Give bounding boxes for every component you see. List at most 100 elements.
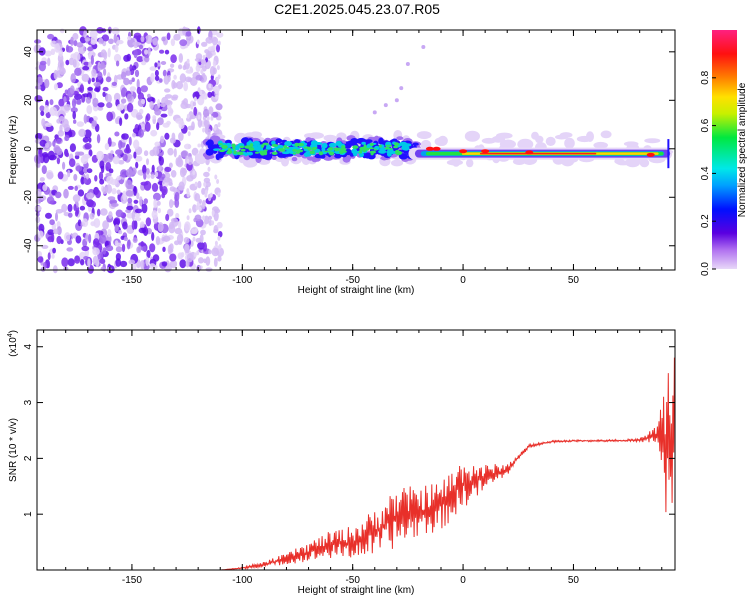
band-core [254, 147, 264, 152]
noise-speckle [110, 202, 119, 207]
noise-speckle [89, 29, 98, 39]
noise-speckle [143, 172, 147, 180]
noise-speckle [211, 210, 215, 216]
noise-speckle [80, 176, 85, 185]
noise-speckle [125, 179, 133, 190]
noise-speckle [145, 34, 153, 45]
noise-speckle [42, 184, 48, 192]
noise-speckle [102, 91, 106, 98]
snr-panel: -150 -100 -50 0 50 4 3 2 1 Height of straight li… [7, 329, 676, 596]
noise-speckle [83, 61, 90, 66]
band-core [393, 145, 398, 149]
band-core [255, 151, 259, 154]
noise-speckle [115, 209, 124, 218]
noise-speckle [162, 122, 170, 128]
artifact-blob [421, 44, 426, 49]
noise-speckle [107, 196, 116, 201]
noise-speckle [197, 114, 201, 120]
noise-speckle [193, 96, 197, 102]
noise-speckle [82, 218, 89, 228]
noise-speckle [47, 252, 51, 260]
y-tick-label: 0 [23, 146, 34, 152]
y-tick-label: 20 [23, 94, 34, 106]
colorbar-tick-label: 0.0 [700, 262, 711, 276]
band-core [296, 149, 304, 153]
band-core [213, 148, 220, 151]
noise-speckle [119, 260, 128, 268]
noise-speckle [172, 187, 179, 193]
noise-speckle [152, 37, 158, 46]
noise-speckle [136, 192, 140, 200]
noise-speckle [134, 217, 142, 222]
band-core [253, 140, 260, 147]
band-core [240, 148, 246, 152]
noise-speckle [173, 148, 177, 158]
noise-speckle [98, 64, 106, 69]
noise-speckle [39, 177, 45, 182]
noise-speckle [166, 32, 171, 41]
noise-speckle [121, 243, 126, 253]
x-tick-label: 0 [460, 275, 466, 286]
noise-speckle [92, 247, 100, 256]
noise-speckle [186, 215, 190, 221]
noise-speckle [151, 210, 158, 220]
band-core [265, 146, 272, 150]
noise-speckle [200, 69, 204, 75]
noise-speckles [33, 26, 225, 274]
noise-speckle [116, 175, 122, 181]
noise-speckle [103, 68, 107, 76]
noise-speckle [176, 233, 184, 244]
noise-speckle [138, 245, 142, 253]
noise-speckle [218, 244, 222, 250]
noise-speckle [108, 168, 114, 174]
noise-speckle [185, 31, 192, 37]
noise-speckle [132, 132, 137, 138]
noise-speckle [155, 171, 159, 178]
artifact-blob [383, 103, 388, 108]
band-core [340, 147, 347, 152]
noise-speckle [206, 115, 210, 121]
noise-speckle [169, 253, 177, 262]
noise-speckle [193, 106, 198, 117]
noise-speckle [131, 210, 135, 221]
band-halo [491, 135, 506, 143]
noise-speckle [79, 205, 86, 211]
noise-speckle [131, 220, 136, 231]
noise-speckle [205, 256, 211, 266]
noise-speckle [138, 227, 147, 234]
y-tick-label: 2 [23, 455, 34, 461]
noise-speckle [215, 89, 218, 95]
band-core [393, 142, 400, 146]
noise-speckle [115, 149, 123, 156]
snr-multiplier-base: (x10 [8, 337, 19, 357]
artifact-blob [394, 98, 399, 103]
noise-speckle [56, 138, 62, 144]
noise-speckle [115, 242, 123, 247]
noise-speckle [145, 256, 150, 267]
band-halo [600, 130, 612, 139]
noise-speckle [140, 260, 145, 270]
noise-speckle [106, 184, 112, 194]
noise-speckle [44, 122, 53, 128]
artifact-blob [399, 86, 404, 91]
noise-speckle [187, 144, 191, 150]
noise-speckle [74, 185, 78, 191]
y-tick-label: -40 [23, 238, 34, 253]
x-tick-label: 50 [568, 275, 580, 286]
x-tick-label: -50 [345, 275, 360, 286]
noise-speckle [37, 256, 44, 263]
noise-speckle [197, 143, 201, 148]
spectrogram-ylabel: Frequency (Hz) [8, 116, 19, 185]
noise-speckle [134, 208, 143, 214]
noise-speckle [164, 132, 170, 140]
band-core [231, 143, 236, 148]
colorbar-label: Normalized spectral amplitude [737, 82, 748, 217]
noise-speckle [213, 257, 218, 267]
noise-speckle [122, 190, 127, 201]
noise-speckle [175, 157, 180, 167]
band-core [278, 148, 282, 152]
noise-speckle [47, 33, 55, 40]
band-core [385, 144, 393, 147]
noise-speckle [164, 94, 173, 99]
noise-speckle [205, 52, 213, 59]
